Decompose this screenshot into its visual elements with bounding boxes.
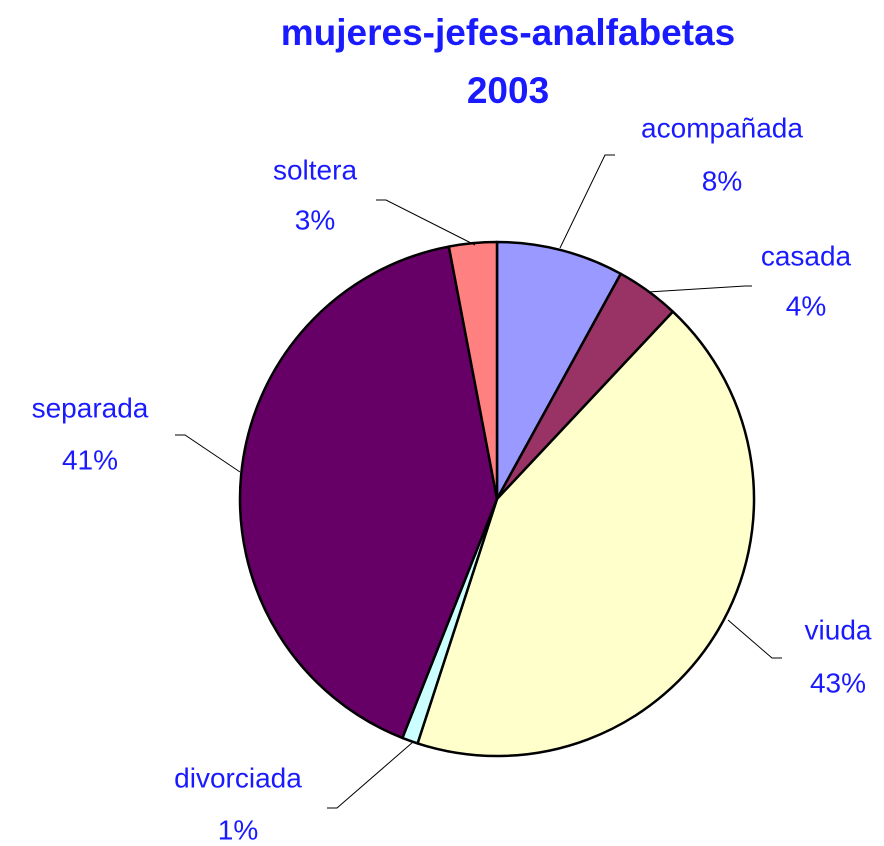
slice-value-label: 8% <box>702 165 742 196</box>
slice-label: casada <box>761 240 852 271</box>
leader-line <box>559 154 615 249</box>
slice-label: acompañada <box>641 112 803 143</box>
pie-slice <box>416 310 756 758</box>
slice-value-label: 4% <box>786 290 826 321</box>
leader-line <box>327 741 414 809</box>
slice-value-label: 3% <box>295 204 335 235</box>
pie-slice <box>238 245 499 740</box>
slice-label: soltera <box>273 154 357 185</box>
pie-slice <box>447 240 499 501</box>
leader-line <box>175 434 241 473</box>
pie-slice <box>495 240 623 501</box>
slice-label: viuda <box>805 614 872 645</box>
leader-line <box>727 619 782 659</box>
leader-line <box>647 285 752 293</box>
chart-title: mujeres-jefes-analfabetas <box>281 12 735 53</box>
slice-value-label: 43% <box>810 667 866 698</box>
slice-label: divorciada <box>174 762 302 793</box>
slice-label: separada <box>32 392 149 423</box>
chart-subtitle: 2003 <box>467 70 549 111</box>
slice-value-label: 41% <box>62 444 118 475</box>
leader-line <box>376 199 476 246</box>
slice-value-label: 1% <box>218 814 258 845</box>
